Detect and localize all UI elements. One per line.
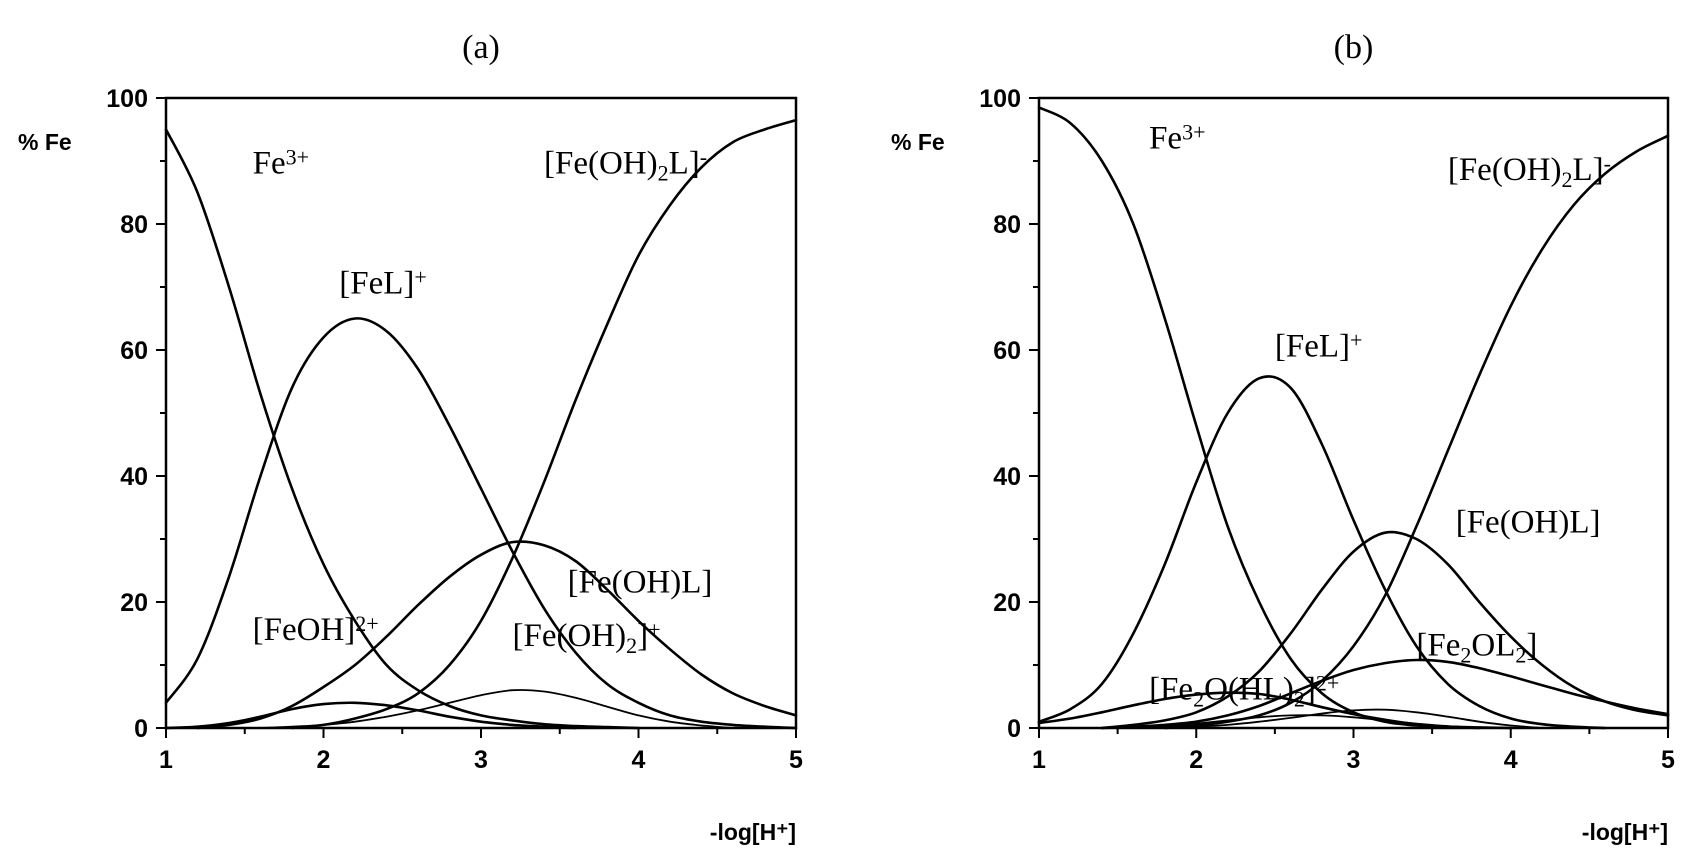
y-tick-label: 40 [993,463,1021,491]
series-label-feoh2: [Fe(OH)2]+ [513,617,661,657]
series-line-feoh2 [259,689,734,729]
series-label-feohl: [Fe(OH)L] [568,565,713,601]
series-line-fe3 [164,128,640,730]
series-line-minor2 [1163,708,1544,729]
y-tick-label: 20 [993,589,1021,617]
x-tick-label: 2 [1189,746,1203,774]
series-label-fel: [FeL]+ [1275,328,1363,365]
y-tick-label: 20 [120,589,148,617]
series-line-feoh [164,701,577,730]
series-line-feohl [196,540,798,730]
series-label-fel: [FeL]+ [339,265,427,302]
series-label-fe2ohl2: [Fe2O(HL)2]2+ [1149,671,1339,711]
y-tick-label: 60 [120,337,148,365]
y-axis-label: % Fe [18,129,72,155]
panel-title: (a) [462,29,500,66]
series-line-feoh2l [1163,134,1670,730]
series-line-minor1 [1132,714,1512,729]
y-tick-label: 100 [979,85,1021,113]
y-tick-label: 0 [134,715,148,743]
series-line-fel [1037,375,1607,730]
y-tick-label: 80 [120,211,148,239]
x-tick-label: 3 [1347,746,1361,774]
series-label-feohl: [Fe(OH)L] [1456,505,1601,541]
x-tick-label: 4 [632,746,646,774]
y-tick-label: 100 [106,85,148,113]
panel-title: (b) [1334,29,1374,66]
x-tick-label: 2 [317,746,331,774]
series-line-feohl [1100,530,1670,730]
chart-panel-a: (a) 0 20 40 60 80 100 1 2 3 4 5 % Fe -log[H⁺] Fe3+ [FeL… [18,29,803,845]
series-label-fe3: Fe3+ [253,145,309,182]
x-tick-label: 4 [1504,746,1518,774]
series-label-feoh: [FeOH]2+ [253,611,379,648]
series-label-feoh2l: [Fe(OH)2L]- [544,145,707,185]
chart-panel-b: (b) 0 20 40 60 80 100 1 2 3 4 5 % Fe -log[H⁺] Fe3+ [FeL… [891,29,1675,845]
x-tick-label: 5 [789,746,803,774]
y-tick-label: 80 [993,211,1021,239]
series-label-feoh2l: [Fe(OH)2L]- [1448,151,1611,191]
y-axis-label: % Fe [891,129,945,155]
x-tick-label: 5 [1661,746,1675,774]
series-line-fe2ol2 [1100,658,1670,730]
series-label-fe3: Fe3+ [1149,120,1205,157]
x-tick-label: 1 [159,746,173,774]
x-tick-label: 1 [1032,746,1046,774]
x-axis-label: -log[H⁺] [1582,819,1668,845]
x-tick-label: 3 [474,746,488,774]
y-tick-label: 60 [993,337,1021,365]
y-tick-label: 0 [1007,715,1021,743]
series-label-fe2ol2: [Fe2OL2] [1416,628,1537,668]
y-tick-label: 40 [120,463,148,491]
series-line-feoh2l [290,118,798,730]
x-axis-label: -log[H⁺] [710,819,796,845]
series-line-fel [164,317,798,730]
